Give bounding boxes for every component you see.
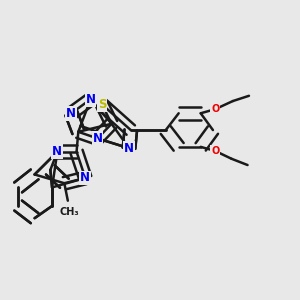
Text: N: N	[92, 132, 103, 145]
Text: N: N	[52, 145, 62, 158]
Text: O: O	[211, 146, 220, 156]
Text: N: N	[66, 107, 76, 120]
Text: N: N	[85, 93, 96, 106]
Text: S: S	[98, 98, 106, 111]
Text: CH₃: CH₃	[60, 207, 80, 217]
Text: N: N	[124, 142, 134, 155]
Text: O: O	[211, 104, 220, 114]
Text: N: N	[80, 172, 90, 184]
